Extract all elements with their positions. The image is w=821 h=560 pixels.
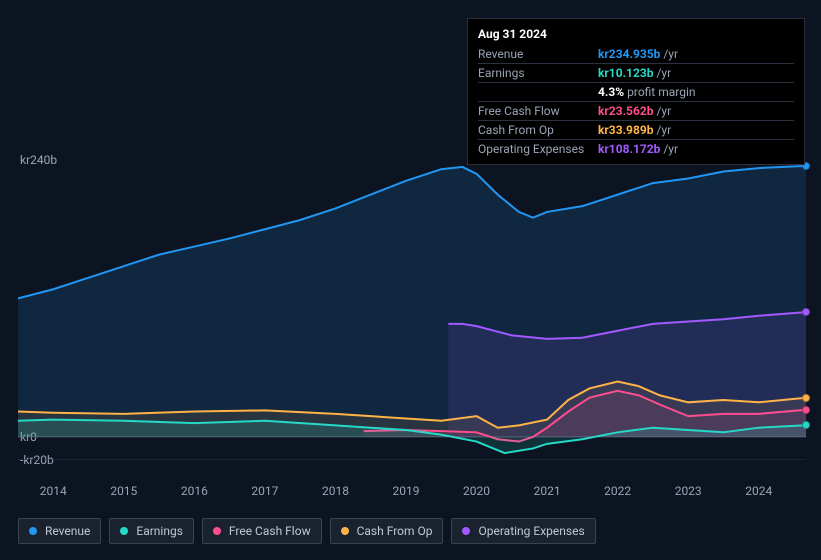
x-axis: 2014 2015 2016 2017 2018 2019 2020 2021 2022 2023… [18, 484, 806, 504]
legend-item-revenue[interactable]: Revenue [18, 518, 101, 544]
x-tick-label: 2018 [322, 484, 349, 498]
x-tick-label: 2024 [745, 484, 772, 498]
tooltip-row: Earningskr10.123b/yr [478, 63, 794, 82]
tooltip-row-value: kr23.562b [598, 104, 653, 118]
legend-item-label: Earnings [136, 524, 183, 538]
tooltip-row-unit: /yr [663, 142, 678, 156]
tooltip-row-label: Free Cash Flow [478, 104, 598, 118]
x-tick-label: 2019 [393, 484, 420, 498]
x-tick-label: 2022 [604, 484, 631, 498]
tooltip-row: Free Cash Flowkr23.562b/yr [478, 101, 794, 120]
x-tick-label: 2017 [251, 484, 278, 498]
legend-item-opex[interactable]: Operating Expenses [451, 518, 595, 544]
tooltip-row: Cash From Opkr33.989b/yr [478, 120, 794, 139]
tooltip-row: Revenuekr234.935b/yr [478, 45, 794, 63]
legend-item-label: Free Cash Flow [229, 524, 311, 538]
tooltip-date: Aug 31 2024 [478, 27, 794, 41]
tooltip-row-value: kr10.123b [598, 66, 653, 80]
tooltip-row-unit: /yr [656, 123, 671, 137]
tooltip-row-unit: profit margin [627, 85, 695, 99]
tooltip-row-label: Revenue [478, 47, 598, 61]
legend-item-label: Operating Expenses [478, 524, 584, 538]
x-tick-label: 2016 [181, 484, 208, 498]
legend-item-label: Cash From Op [357, 524, 433, 538]
tooltip-row: 4.3%profit margin [478, 82, 794, 101]
legend-item-fcf[interactable]: Free Cash Flow [202, 518, 322, 544]
x-tick-label: 2015 [110, 484, 137, 498]
legend-dot-icon [29, 527, 37, 535]
series-end-marker-opex [802, 308, 810, 316]
tooltip-row-value: kr234.935b [598, 47, 660, 61]
legend-dot-icon [462, 527, 470, 535]
x-tick-label: 2023 [675, 484, 702, 498]
tooltip-row-value: 4.3% [598, 85, 624, 99]
tooltip-row-unit: /yr [656, 104, 671, 118]
legend-dot-icon [341, 527, 349, 535]
series-end-marker-fcf [802, 406, 810, 414]
legend-dot-icon [213, 527, 221, 535]
tooltip-row-value: kr33.989b [598, 123, 653, 137]
tooltip-rows: Revenuekr234.935b/yrEarningskr10.123b/yr… [478, 45, 794, 158]
tooltip-row-label: Earnings [478, 66, 598, 80]
legend: Revenue Earnings Free Cash Flow Cash From O… [18, 518, 596, 544]
tooltip-row-label: Cash From Op [478, 123, 598, 137]
x-tick-label: 2014 [40, 484, 67, 498]
chart-canvas [18, 160, 806, 460]
series-end-marker-earnings [802, 421, 810, 429]
legend-dot-icon [120, 527, 128, 535]
tooltip-panel: Aug 31 2024 Revenuekr234.935b/yrEarnings… [467, 18, 805, 165]
tooltip-row-unit: /yr [656, 66, 671, 80]
x-tick-label: 2021 [534, 484, 561, 498]
tooltip-row-label: Operating Expenses [478, 142, 598, 156]
legend-item-earnings[interactable]: Earnings [109, 518, 194, 544]
tooltip-row-unit: /yr [663, 47, 678, 61]
tooltip-row-value: kr108.172b [598, 142, 660, 156]
series-end-marker-cash_from_op [802, 394, 810, 402]
legend-item-cash_from_op[interactable]: Cash From Op [330, 518, 444, 544]
x-tick-label: 2020 [463, 484, 490, 498]
tooltip-row: Operating Expenseskr108.172b/yr [478, 139, 794, 158]
legend-item-label: Revenue [45, 524, 90, 538]
